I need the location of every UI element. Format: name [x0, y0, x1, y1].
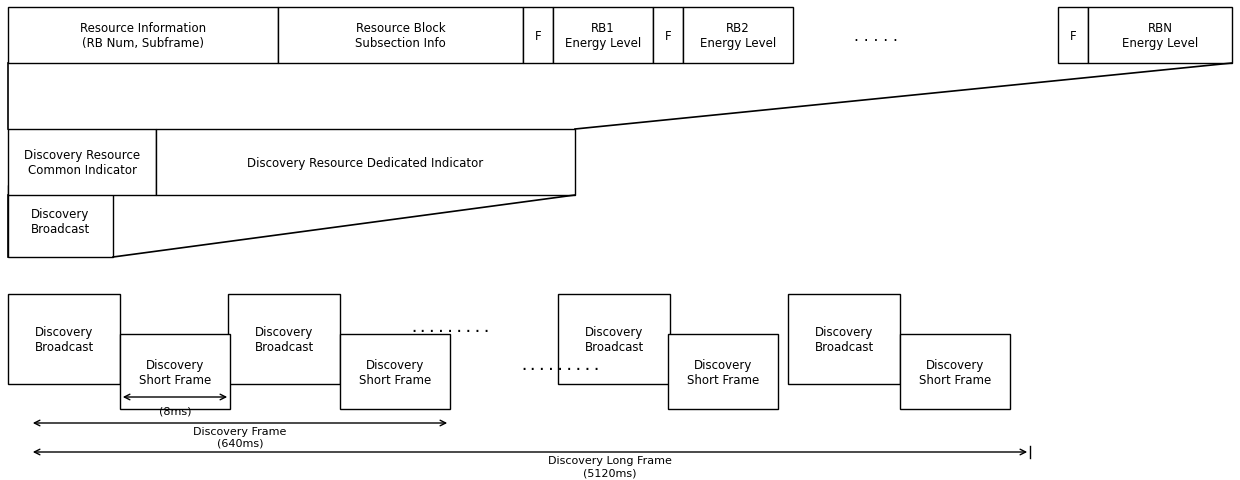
Bar [653, 8, 683, 64]
Bar [787, 294, 900, 384]
Bar [120, 334, 229, 409]
Bar [553, 8, 653, 64]
Bar [7, 8, 278, 64]
Bar [683, 8, 794, 64]
Text: Discovery Frame: Discovery Frame [193, 426, 286, 436]
Text: F: F [1070, 29, 1076, 42]
Text: RBN
Energy Level: RBN Energy Level [1122, 22, 1198, 50]
Text: Discovery
Short Frame: Discovery Short Frame [687, 358, 759, 386]
Text: Discovery Resource Dedicated Indicator: Discovery Resource Dedicated Indicator [247, 156, 484, 169]
Text: F: F [534, 29, 542, 42]
Text: .........: ......... [518, 357, 601, 372]
Text: Resource Information
(RB Num, Subframe): Resource Information (RB Num, Subframe) [79, 22, 206, 50]
Text: .........: ......... [409, 320, 491, 335]
Bar [7, 130, 156, 195]
Text: . . . . .: . . . . . [854, 28, 898, 43]
Text: RB2
Energy Level: RB2 Energy Level [699, 22, 776, 50]
Text: Discovery
Broadcast: Discovery Broadcast [31, 207, 91, 236]
Bar [7, 294, 120, 384]
Bar [523, 8, 553, 64]
Text: (640ms): (640ms) [217, 438, 263, 448]
Text: (5120ms): (5120ms) [583, 467, 637, 477]
Text: Discovery
Short Frame: Discovery Short Frame [358, 358, 432, 386]
Text: F: F [665, 29, 671, 42]
Bar [278, 8, 523, 64]
Text: Resource Block
Subsection Info: Resource Block Subsection Info [355, 22, 446, 50]
Bar [1058, 8, 1087, 64]
Text: Discovery
Short Frame: Discovery Short Frame [919, 358, 991, 386]
Text: (8ms): (8ms) [159, 405, 191, 415]
Text: Discovery
Broadcast: Discovery Broadcast [584, 325, 644, 353]
Bar [900, 334, 1011, 409]
Bar [7, 186, 113, 257]
Text: Discovery Resource
Common Indicator: Discovery Resource Common Indicator [24, 149, 140, 177]
Text: Discovery
Broadcast: Discovery Broadcast [254, 325, 314, 353]
Bar [558, 294, 670, 384]
Text: Discovery
Short Frame: Discovery Short Frame [139, 358, 211, 386]
Bar [340, 334, 450, 409]
Text: Discovery Long Frame: Discovery Long Frame [548, 455, 672, 465]
Bar [1087, 8, 1233, 64]
Text: RB1
Energy Level: RB1 Energy Level [565, 22, 641, 50]
Bar [668, 334, 777, 409]
Text: Discovery
Broadcast: Discovery Broadcast [815, 325, 874, 353]
Bar [156, 130, 575, 195]
Text: Discovery
Broadcast: Discovery Broadcast [35, 325, 94, 353]
Bar [228, 294, 340, 384]
